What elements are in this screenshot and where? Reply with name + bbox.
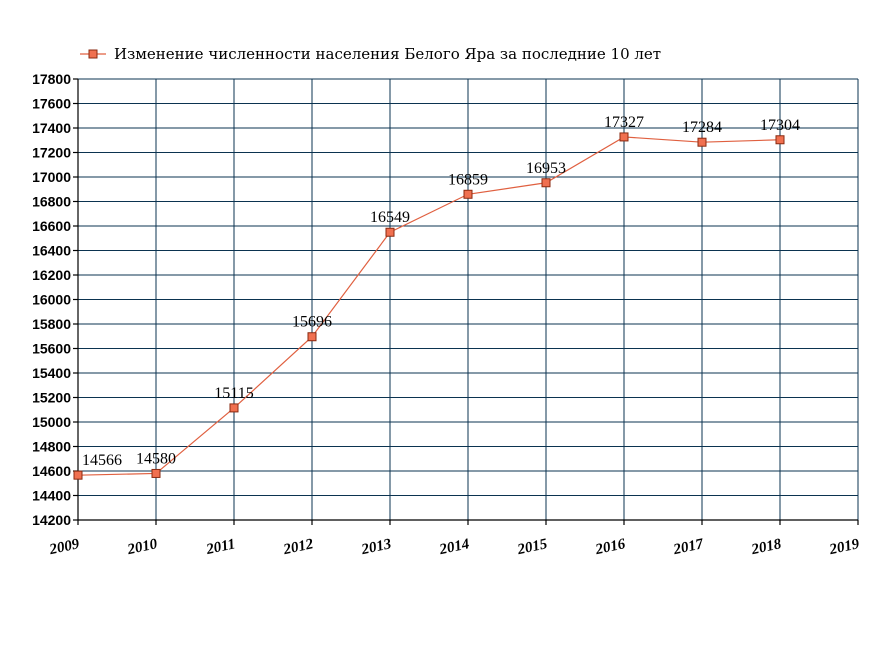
- data-point-marker: [307, 332, 317, 342]
- y-tick-label: 17400: [32, 120, 71, 136]
- y-tick-label: 14200: [32, 512, 71, 528]
- y-tick-label: 16200: [32, 267, 71, 283]
- data-labels: 14566 14580 15115 15696 16549 16859 16953 17327…: [82, 114, 800, 469]
- data-label: 15696: [292, 314, 332, 331]
- series: [73, 132, 785, 480]
- data-point-marker: [229, 403, 239, 413]
- data-label: 14566: [82, 452, 122, 469]
- x-tick-label: 2013: [359, 536, 393, 558]
- data-point-marker: [73, 470, 83, 480]
- y-tick-label: 15600: [32, 341, 71, 357]
- data-label: 15115: [214, 385, 253, 402]
- data-point-marker: [151, 468, 161, 478]
- y-tick-label: 15200: [32, 390, 71, 406]
- series-line: [77, 136, 781, 476]
- y-tick-label: 14400: [32, 488, 71, 504]
- x-tick-label: 2014: [437, 536, 471, 558]
- legend-label: Изменение численности населения Белого Я…: [114, 45, 661, 63]
- data-label: 14580: [136, 450, 176, 467]
- y-tick-label: 14800: [32, 439, 71, 455]
- x-tick-label: 2015: [515, 536, 549, 558]
- y-tick-label: 16000: [32, 292, 71, 308]
- y-tick-label: 15400: [32, 365, 71, 381]
- data-label: 16859: [448, 171, 488, 188]
- x-tick-label: 2019: [827, 536, 861, 558]
- x-tick-label: 2010: [125, 536, 159, 558]
- y-tick-label: 15800: [32, 316, 71, 332]
- x-tick-label: 2016: [593, 536, 627, 558]
- y-tick-label: 17000: [32, 169, 71, 185]
- y-tick-label: 15000: [32, 414, 71, 430]
- data-label: 16549: [370, 209, 410, 226]
- y-tick-label: 16400: [32, 243, 71, 259]
- data-label: 17304: [760, 117, 800, 134]
- x-tick-label: 2018: [749, 536, 783, 558]
- data-point-marker: [541, 178, 551, 188]
- grid: [78, 78, 859, 520]
- axes: [73, 78, 859, 525]
- x-tick-label: 2012: [281, 536, 315, 558]
- y-axis-ticks: 14200 14400 14600 14800 15000 15200 15400 15600…: [32, 71, 71, 528]
- y-tick-label: 16600: [32, 218, 71, 234]
- data-point-marker: [385, 227, 395, 237]
- y-tick-label: 16800: [32, 194, 71, 210]
- x-tick-label: 2009: [47, 536, 81, 558]
- data-point-marker: [697, 137, 707, 147]
- data-point-marker: [619, 132, 629, 142]
- y-tick-label: 14600: [32, 463, 71, 479]
- data-label: 16953: [526, 160, 566, 177]
- y-tick-label: 17600: [32, 96, 71, 112]
- x-tick-label: 2017: [671, 536, 705, 558]
- legend-marker: [88, 49, 98, 59]
- data-point-marker: [463, 189, 473, 199]
- x-axis-ticks: 2009 2010 2011 2012 2013 2014 2015 2016 2017 2018…: [47, 536, 861, 558]
- y-tick-label: 17800: [32, 71, 71, 87]
- data-label: 17284: [682, 119, 722, 136]
- y-tick-label: 17200: [32, 145, 71, 161]
- data-label: 17327: [604, 114, 644, 131]
- data-point-marker: [775, 135, 785, 145]
- legend: Изменение численности населения Белого Я…: [80, 45, 661, 63]
- x-tick-label: 2011: [204, 536, 237, 558]
